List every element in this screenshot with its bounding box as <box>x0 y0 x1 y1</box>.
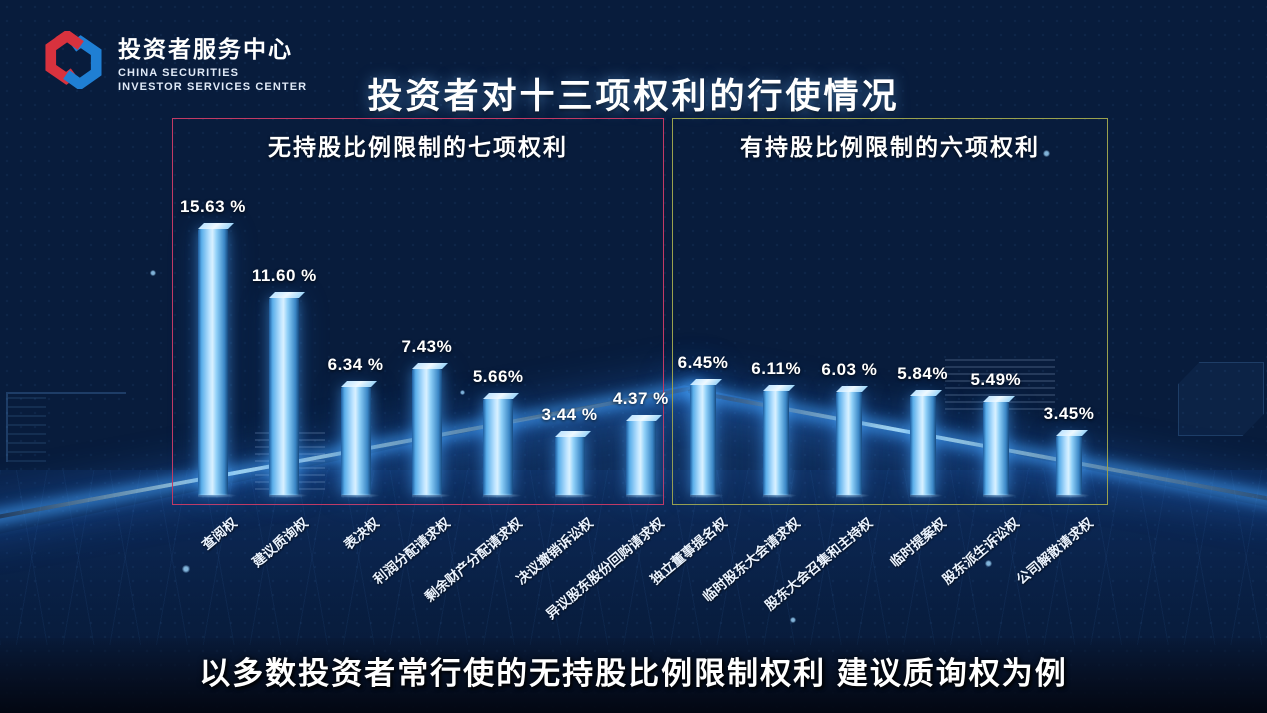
bar-value-label: 5.84% <box>897 364 948 383</box>
bar-value-label: 4.37 % <box>612 389 669 408</box>
bar <box>690 385 724 498</box>
bar <box>198 229 237 498</box>
bar <box>554 437 594 498</box>
hud-decoration-left <box>6 392 126 462</box>
bar-value-label: 15.63 % <box>180 197 246 216</box>
bar-value-label: 3.45% <box>1043 404 1095 423</box>
particle-dot <box>985 560 992 567</box>
bar <box>269 298 309 498</box>
bar-value-label: 11.60 % <box>251 266 317 285</box>
bar-value-label: 3.44 % <box>541 405 598 424</box>
bar <box>483 399 523 498</box>
group-box-unrestricted <box>172 118 664 505</box>
hud-hexagon-right <box>1178 362 1264 436</box>
particle-dot <box>150 270 156 276</box>
bar <box>625 421 665 498</box>
group-header-restricted: 有持股比例限制的六项权利 <box>740 134 1040 160</box>
bar-value-label: 7.43% <box>401 337 453 356</box>
perspective-floor-grid <box>0 470 1267 645</box>
logo-subtitle: CHINA SECURITIES INVESTOR SERVICES CENTE… <box>118 67 308 93</box>
bar-value-label: 6.34 % <box>327 355 384 374</box>
page-title: 投资者对十三项权利的行使情况 <box>367 77 900 116</box>
bar <box>909 396 944 498</box>
bar <box>836 392 871 498</box>
particle-dot <box>182 565 190 573</box>
particle-dot <box>1043 150 1050 157</box>
bar-value-label: 5.66% <box>472 367 524 386</box>
group-header-unrestricted: 无持股比例限制的七项权利 <box>268 134 568 160</box>
logo-knot-icon <box>42 29 104 94</box>
bar-value-label: 6.11% <box>751 359 802 378</box>
bar <box>340 387 380 498</box>
particle-dot <box>460 390 465 395</box>
particle-dot <box>790 617 796 623</box>
bar <box>1056 436 1090 498</box>
logo-title: 投资者服务中心 <box>118 36 293 62</box>
bar-value-label: 5.49% <box>970 370 1022 389</box>
bar-value-label: 6.03 % <box>821 360 878 379</box>
bar <box>411 369 451 498</box>
group-box-restricted <box>672 118 1108 505</box>
bar-value-label: 6.45% <box>677 353 729 372</box>
bar <box>763 391 797 498</box>
caption-band <box>0 638 1267 713</box>
bar <box>982 402 1017 498</box>
subtitle-caption: 以多数投资者常行使的无持股比例限制权利 建议质询权为例 <box>199 656 1068 691</box>
org-logo: 投资者服务中心 CHINA SECURITIES INVESTOR SERVIC… <box>42 29 308 95</box>
